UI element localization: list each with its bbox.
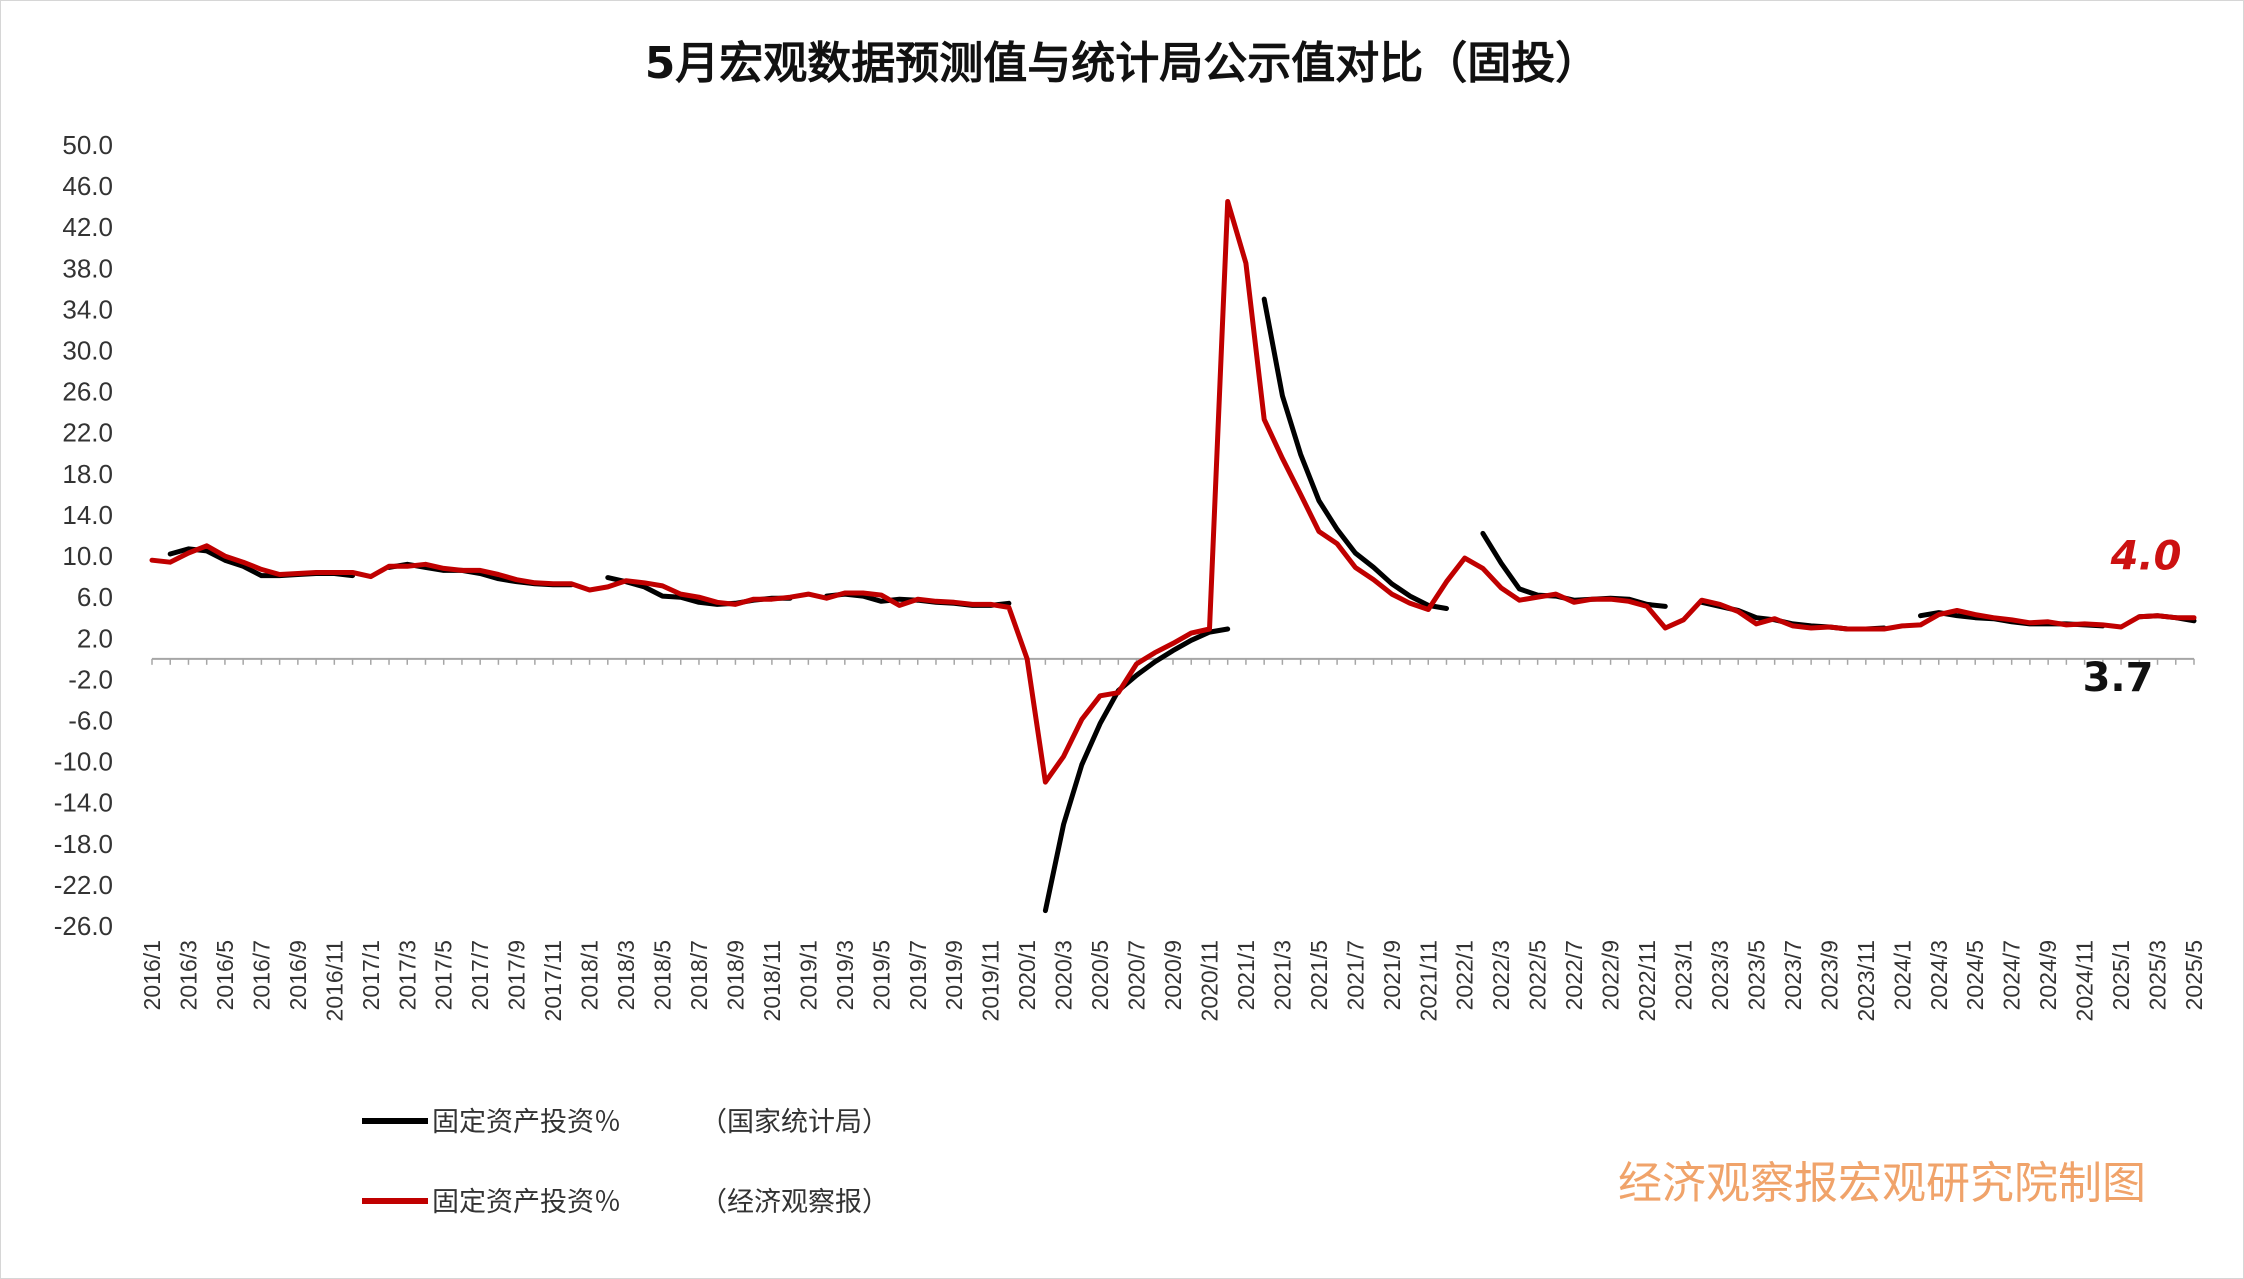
series-layer xyxy=(149,199,2197,914)
x-tick-label: 2019/3 xyxy=(832,940,858,1010)
x-tick-label: 2016/1 xyxy=(139,940,165,1010)
y-tick-label: 22.0 xyxy=(62,418,113,448)
x-tick-label: 2024/3 xyxy=(1926,940,1952,1010)
legend-label: 固定资产投资％ xyxy=(432,1107,621,1138)
x-tick-label: 2023/5 xyxy=(1743,940,1769,1010)
x-tick-label: 2018/5 xyxy=(650,940,676,1010)
legend-source: （国家统计局） xyxy=(700,1107,889,1138)
y-tick-label: 10.0 xyxy=(62,541,113,571)
y-tick-label: -6.0 xyxy=(68,705,113,735)
y-tick-label: 34.0 xyxy=(62,294,113,324)
series-line-segment xyxy=(149,199,2197,785)
annotation-eo-latest: 4.0 xyxy=(2110,534,2182,580)
legend-label: 固定资产投资％ xyxy=(432,1187,621,1218)
series-line-segment xyxy=(1042,626,1231,914)
x-tick-label: 2018/7 xyxy=(686,940,712,1010)
x-tick-label: 2025/5 xyxy=(2181,940,2207,1010)
x-axis: 2016/1 2016/3 2016/5 2016/7 2016/9 2016/11 201… xyxy=(139,657,2207,1021)
x-tick-label: 2020/7 xyxy=(1124,940,1150,1010)
x-tick-label: 2022/1 xyxy=(1452,940,1478,1010)
y-tick-label: -14.0 xyxy=(54,788,113,818)
x-tick-label: 2024/7 xyxy=(1999,940,2025,1010)
chart-title: 5月宏观数据预测值与统计局公示值对比（固投） xyxy=(645,38,1600,89)
series-0 xyxy=(167,296,2197,914)
y-tick-label: 6.0 xyxy=(77,582,113,612)
x-tick-label: 2017/1 xyxy=(358,940,384,1010)
x-tick-label: 2016/3 xyxy=(175,940,201,1010)
series-line-segment xyxy=(1261,296,1449,611)
y-tick-label: 50.0 xyxy=(62,130,113,160)
series-1 xyxy=(149,199,2197,785)
x-tick-label: 2022/9 xyxy=(1598,940,1624,1010)
x-tick-label: 2017/3 xyxy=(394,940,420,1010)
x-tick-label: 2020/5 xyxy=(1087,940,1113,1010)
x-tick-label: 2023/11 xyxy=(1853,940,1879,1021)
x-tick-label: 2022/3 xyxy=(1488,940,1514,1010)
x-tick-label: 2020/11 xyxy=(1196,940,1222,1021)
x-tick-label: 2021/3 xyxy=(1269,940,1295,1010)
x-tick-label: 2017/7 xyxy=(467,940,493,1010)
legend-item-eo: 固定资产投资％ （经济观察报） xyxy=(362,1187,889,1218)
x-tick-label: 2021/7 xyxy=(1342,940,1368,1010)
x-tick-label: 2022/5 xyxy=(1525,940,1551,1010)
y-tick-label: -18.0 xyxy=(54,829,113,859)
annotation-nbs-latest: 3.7 xyxy=(2083,655,2154,701)
y-tick-label: 38.0 xyxy=(62,253,113,283)
y-tick-label: -26.0 xyxy=(54,911,113,941)
x-tick-label: 2024/11 xyxy=(2072,940,2098,1021)
x-tick-label: 2016/11 xyxy=(321,940,347,1021)
x-tick-label: 2019/7 xyxy=(905,940,931,1010)
x-tick-label: 2022/7 xyxy=(1561,940,1587,1010)
x-tick-label: 2021/9 xyxy=(1379,940,1405,1010)
x-tick-label: 2018/1 xyxy=(577,940,603,1010)
x-tick-label: 2018/11 xyxy=(759,940,785,1021)
legend-item-nbs: 固定资产投资％ （国家统计局） xyxy=(362,1107,889,1138)
x-tick-label: 2016/9 xyxy=(285,940,311,1010)
x-tick-label: 2024/9 xyxy=(2035,940,2061,1010)
credit-watermark: 经济观察报宏观研究院制图 xyxy=(1618,1158,2146,1209)
x-tick-label: 2016/7 xyxy=(248,940,274,1010)
x-tick-label: 2017/5 xyxy=(431,940,457,1010)
x-tick-label: 2019/9 xyxy=(941,940,967,1010)
y-tick-label: 46.0 xyxy=(62,171,113,201)
legend-source: （经济观察报） xyxy=(700,1187,889,1218)
x-tick-label: 2023/3 xyxy=(1707,940,1733,1010)
x-tick-label: 2020/9 xyxy=(1160,940,1186,1010)
y-tick-label: 26.0 xyxy=(62,377,113,407)
y-tick-label: -10.0 xyxy=(54,747,113,777)
x-tick-label: 2018/9 xyxy=(722,940,748,1010)
annotations: 4.0 3.7 xyxy=(2083,534,2182,701)
y-tick-label: -2.0 xyxy=(68,664,113,694)
x-tick-label: 2018/3 xyxy=(613,940,639,1010)
y-tick-label: 42.0 xyxy=(62,212,113,242)
x-tick-label: 2025/1 xyxy=(2108,940,2134,1010)
x-tick-label: 2025/3 xyxy=(2145,940,2171,1010)
x-tick-label: 2019/1 xyxy=(795,940,821,1010)
x-tick-label: 2022/11 xyxy=(1634,940,1660,1021)
x-tick-label: 2021/1 xyxy=(1233,940,1259,1010)
x-tick-label: 2021/11 xyxy=(1415,940,1441,1021)
y-tick-label: 30.0 xyxy=(62,336,113,366)
x-tick-label: 2017/9 xyxy=(504,940,530,1010)
y-tick-label: 2.0 xyxy=(77,623,113,653)
y-tick-label: 18.0 xyxy=(62,459,113,489)
x-tick-label: 2016/5 xyxy=(212,940,238,1010)
x-tick-label: 2023/1 xyxy=(1671,940,1697,1010)
x-tick-label: 2024/5 xyxy=(1962,940,1988,1010)
y-tick-label: 14.0 xyxy=(62,500,113,530)
x-tick-label: 2023/9 xyxy=(1816,940,1842,1010)
x-tick-label: 2020/1 xyxy=(1014,940,1040,1010)
y-tick-label: -22.0 xyxy=(54,870,113,900)
x-tick-label: 2019/11 xyxy=(978,940,1004,1021)
y-axis: 50.0 46.0 42.0 38.0 34.0 30.0 26.0 22.0 18.0 14.0… xyxy=(54,130,113,941)
x-tick-label: 2024/1 xyxy=(1889,940,1915,1010)
x-tick-label: 2021/5 xyxy=(1306,940,1332,1010)
x-tick-label: 2019/5 xyxy=(868,940,894,1010)
x-tick-label: 2020/3 xyxy=(1051,940,1077,1010)
x-tick-label: 2023/7 xyxy=(1780,940,1806,1010)
legend: 固定资产投资％ （国家统计局） 固定资产投资％ （经济观察报） xyxy=(362,1107,889,1218)
x-tick-label: 2017/11 xyxy=(540,940,566,1021)
